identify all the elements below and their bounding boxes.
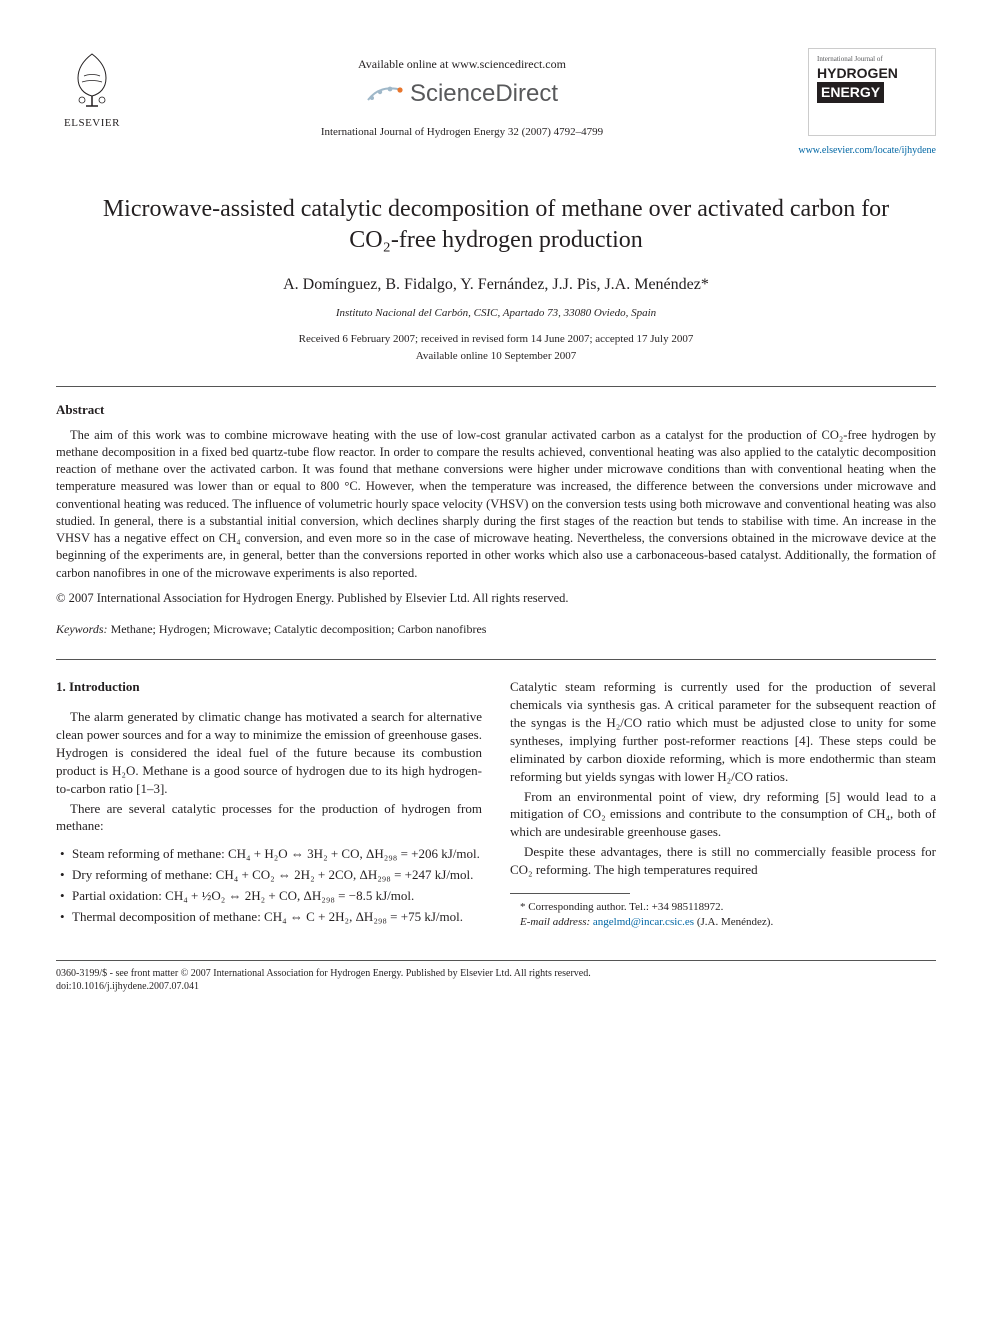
article-affiliation: Instituto Nacional del Carbón, CSIC, Apa… — [56, 306, 936, 321]
journal-cover-word1: HYDROGEN — [817, 66, 927, 81]
footer-line-2: doi:10.1016/j.ijhydene.2007.07.041 — [56, 980, 936, 993]
reaction-item: Thermal decomposition of methane: CH₄ ⇔ … — [58, 908, 482, 926]
article-dates-1: Received 6 February 2007; received in re… — [56, 332, 936, 347]
footnote-separator — [510, 893, 630, 894]
footer-rule — [56, 960, 936, 961]
email-label: E-mail address: — [520, 916, 590, 928]
abstract-heading: Abstract — [56, 401, 936, 419]
header-center: Available online at www.sciencedirect.co… — [128, 48, 796, 139]
publisher-name: ELSEVIER — [56, 116, 128, 131]
corresponding-author-note: * Corresponding author. Tel.: +34 985118… — [510, 900, 936, 914]
section-heading-intro: 1. Introduction — [56, 678, 482, 696]
available-online-text: Available online at www.sciencedirect.co… — [128, 56, 796, 72]
article-authors: A. Domínguez, B. Fidalgo, Y. Fernández, … — [56, 274, 936, 296]
page-header: ELSEVIER Available online at www.science… — [56, 48, 936, 158]
article-dates-2: Available online 10 September 2007 — [56, 349, 936, 364]
reaction-list: Steam reforming of methane: CH₄ + H₂O ⇔ … — [56, 845, 482, 926]
keywords-text: Methane; Hydrogen; Microwave; Catalytic … — [111, 622, 487, 636]
abstract-body: The aim of this work was to combine micr… — [56, 427, 936, 582]
journal-cover: International Journal of HYDROGEN ENERGY — [808, 48, 936, 136]
abstract-copyright: © 2007 International Association for Hyd… — [56, 590, 936, 607]
email-link[interactable]: angelmd@incar.csic.es — [593, 916, 694, 928]
journal-cover-pretitle: International Journal of — [817, 55, 927, 64]
reaction-item: Dry reforming of methane: CH₄ + CO₂ ⇔ 2H… — [58, 866, 482, 884]
intro-para-3: Catalytic steam reforming is currently u… — [510, 678, 936, 786]
sciencedirect-logo: ScienceDirect — [128, 78, 796, 110]
divider-bottom — [56, 659, 936, 660]
sciencedirect-swoosh-icon — [366, 80, 404, 108]
reaction-item: Steam reforming of methane: CH₄ + H₂O ⇔ … — [58, 845, 482, 863]
footer-line-1: 0360-3199/$ - see front matter © 2007 In… — [56, 967, 936, 980]
email-suffix: (J.A. Menéndez). — [697, 916, 773, 928]
intro-para-2: There are several catalytic processes fo… — [56, 800, 482, 836]
keywords-label: Keywords: — [56, 622, 108, 636]
intro-para-1: The alarm generated by climatic change h… — [56, 708, 482, 798]
divider-top — [56, 386, 936, 387]
keywords-line: Keywords: Methane; Hydrogen; Microwave; … — [56, 621, 936, 637]
journal-cover-block: International Journal of HYDROGEN ENERGY… — [796, 48, 936, 158]
abstract-text: The aim of this work was to combine micr… — [56, 427, 936, 582]
elsevier-tree-icon — [64, 48, 120, 112]
publisher-logo-block: ELSEVIER — [56, 48, 128, 131]
article-body: 1. Introduction The alarm generated by c… — [56, 678, 936, 933]
journal-reference: International Journal of Hydrogen Energy… — [128, 125, 796, 140]
journal-cover-word2: ENERGY — [817, 82, 884, 103]
intro-para-5: Despite these advantages, there is still… — [510, 843, 936, 879]
sciencedirect-text: ScienceDirect — [410, 78, 558, 110]
journal-url-link[interactable]: www.elsevier.com/locate/ijhydene — [798, 145, 936, 156]
reaction-item: Partial oxidation: CH₄ + ½O₂ ⇔ 2H₂ + CO,… — [58, 887, 482, 905]
corresponding-author-email: E-mail address: angelmd@incar.csic.es (J… — [510, 915, 936, 929]
intro-para-4: From an environmental point of view, dry… — [510, 788, 936, 842]
article-title: Microwave-assisted catalytic decompositi… — [76, 194, 916, 256]
page-footer: 0360-3199/$ - see front matter © 2007 In… — [56, 950, 936, 993]
